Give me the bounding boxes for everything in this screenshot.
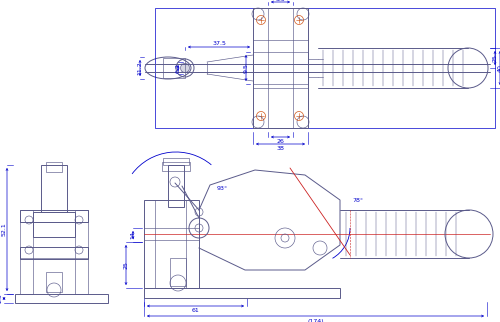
Bar [46, 272, 62, 292]
Text: 93°: 93° [216, 185, 228, 191]
Bar [75, 210, 88, 294]
Text: 40: 40 [498, 64, 500, 72]
Bar [20, 247, 88, 259]
Text: 6.2: 6.2 [176, 63, 180, 73]
Bar [15, 294, 108, 303]
Bar [163, 158, 189, 165]
Text: 25: 25 [492, 54, 498, 62]
Text: 38: 38 [276, 146, 284, 150]
Text: 78°: 78° [352, 197, 364, 203]
Bar [33, 212, 75, 237]
Bar [162, 162, 190, 171]
Bar [168, 165, 184, 207]
Bar [253, 52, 308, 84]
Bar [20, 210, 33, 294]
Text: 14: 14 [130, 231, 136, 239]
Text: 2.5: 2.5 [0, 294, 3, 303]
Bar [41, 165, 67, 212]
Bar [144, 200, 199, 288]
Bar [144, 288, 340, 298]
Text: (174): (174) [307, 318, 324, 322]
Bar [155, 8, 495, 128]
Bar [163, 58, 185, 78]
Bar [253, 8, 308, 128]
Text: 9.5: 9.5 [244, 63, 248, 73]
Text: 37.5: 37.5 [212, 41, 226, 45]
Text: 52.1: 52.1 [2, 223, 6, 236]
Text: 5.5: 5.5 [276, 0, 285, 2]
Text: 11.2: 11.2 [138, 61, 142, 75]
Bar [46, 162, 62, 172]
Bar [170, 258, 186, 286]
Bar [20, 210, 88, 222]
Text: 26: 26 [276, 138, 284, 144]
Text: 61: 61 [192, 308, 200, 314]
Text: 25: 25 [124, 261, 128, 269]
